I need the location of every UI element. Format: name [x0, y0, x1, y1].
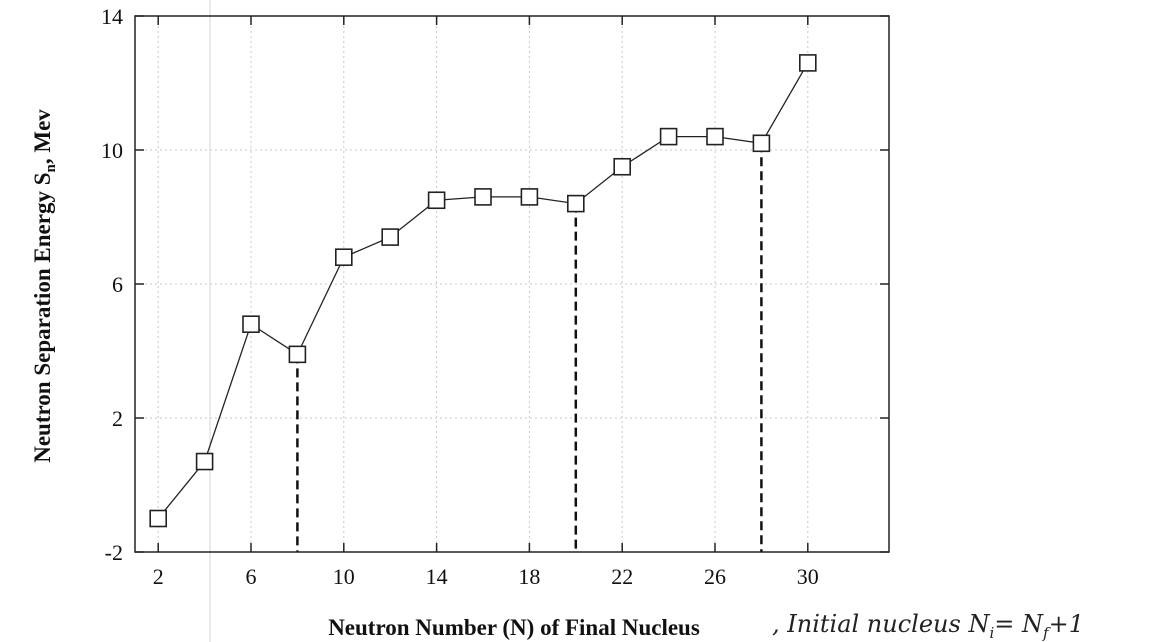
x-tick-label: 26	[704, 564, 726, 589]
x-axis-title: Neutron Number (N) of Final Nucleus	[328, 615, 700, 640]
y-tick-label: -2	[105, 540, 123, 565]
y-tick-label: 6	[112, 272, 123, 297]
y-tick-label: 2	[112, 406, 123, 431]
data-point	[149, 509, 167, 528]
data-point	[520, 188, 539, 206]
x-tick-label: 18	[518, 564, 540, 589]
y-tick-label: 10	[101, 138, 123, 163]
data-point	[566, 194, 585, 213]
data-point	[706, 127, 724, 146]
data-point	[659, 127, 678, 146]
x-tick-label: 30	[797, 564, 819, 589]
x-tick-label: 6	[246, 564, 257, 589]
x-tick-label: 14	[426, 564, 448, 589]
handwritten-annotation: , Initial nucleus Ni= Nf+1	[772, 610, 1084, 642]
y-tick-label: 14	[101, 4, 123, 29]
data-point	[427, 191, 446, 210]
data-point	[381, 228, 400, 246]
data-point	[474, 188, 492, 206]
x-tick-label: 10	[333, 564, 355, 589]
data-point	[613, 157, 632, 176]
data-point	[334, 248, 353, 266]
data-point	[242, 315, 260, 334]
data-markers-layer	[149, 54, 817, 528]
data-point	[195, 452, 214, 471]
data-point	[752, 134, 771, 153]
y-axis-title: Neutron Separation Energy Sn, Mev	[30, 109, 59, 463]
grid-layer	[135, 0, 889, 642]
dashed-markers-layer	[296, 143, 763, 552]
data-point	[288, 345, 307, 364]
x-tick-label: 22	[611, 564, 633, 589]
data-point	[798, 54, 817, 72]
x-tick-label: 2	[153, 564, 164, 589]
